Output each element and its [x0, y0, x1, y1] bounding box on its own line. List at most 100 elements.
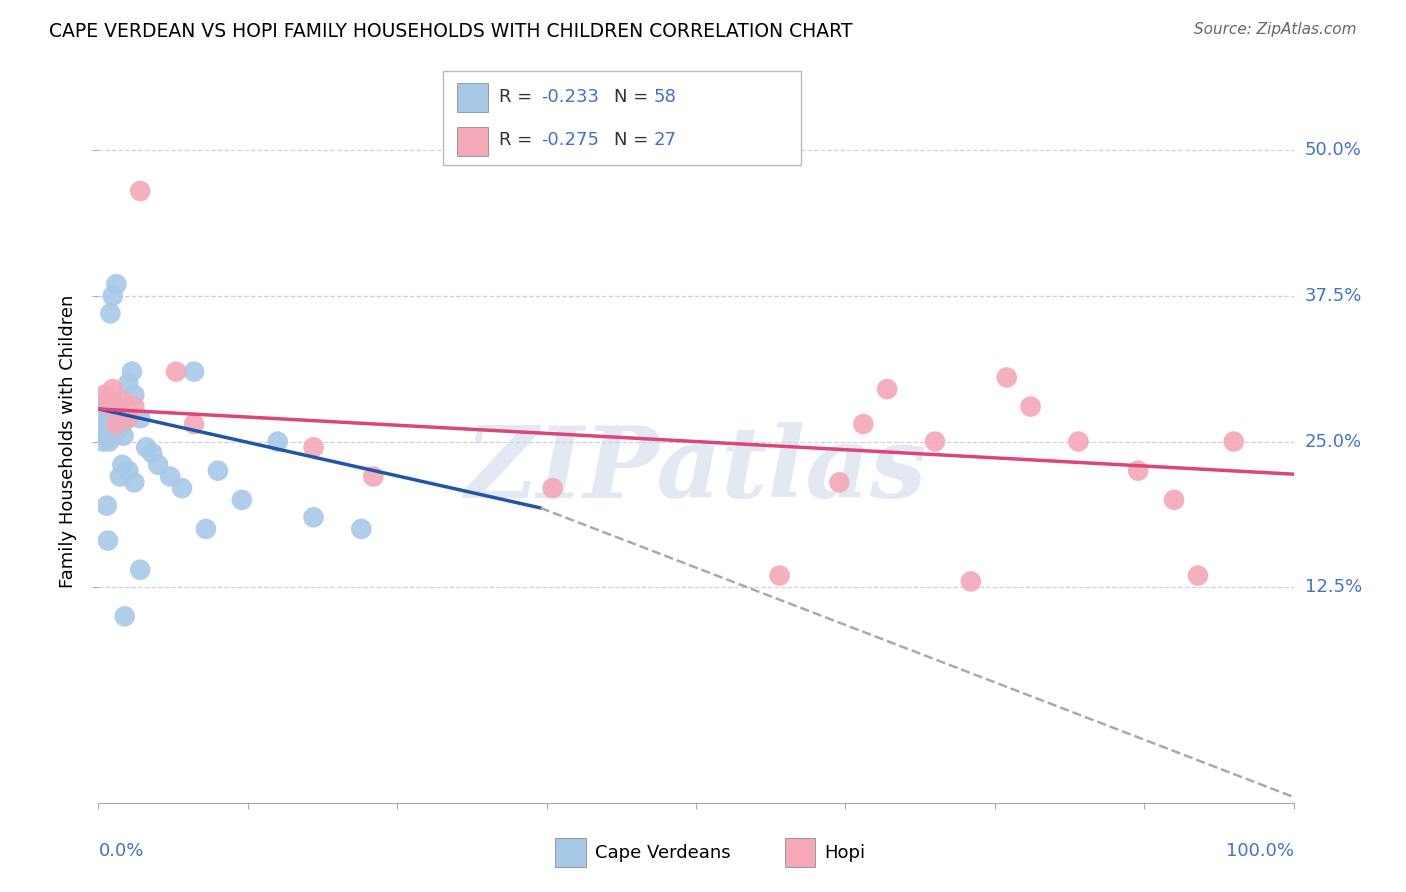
Point [94, 400, 117, 414]
Point [129, 563, 152, 577]
Point [207, 464, 229, 478]
Point [995, 370, 1018, 384]
Point [195, 522, 218, 536]
Point [1223, 434, 1246, 449]
Point [117, 464, 139, 478]
Point [98, 400, 122, 414]
Point [101, 382, 124, 396]
Point [105, 277, 128, 292]
Point [112, 428, 135, 442]
Text: -0.233: -0.233 [541, 87, 599, 105]
Point [302, 441, 325, 455]
Point [98, 423, 122, 437]
Text: 37.5%: 37.5% [1305, 287, 1362, 305]
Point [97, 411, 120, 425]
Point [98, 417, 121, 431]
Text: CAPE VERDEAN VS HOPI FAMILY HOUSEHOLDS WITH CHILDREN CORRELATION CHART: CAPE VERDEAN VS HOPI FAMILY HOUSEHOLDS W… [49, 22, 852, 41]
Point [93, 388, 115, 402]
Point [183, 365, 205, 379]
Point [1067, 434, 1090, 449]
Point [111, 417, 134, 431]
Point [96, 499, 118, 513]
Point [93, 417, 115, 431]
Point [117, 376, 139, 391]
Point [141, 446, 163, 460]
Point [98, 434, 121, 449]
Text: 58: 58 [654, 87, 676, 105]
Text: N =: N = [614, 87, 654, 105]
Point [876, 382, 898, 396]
Text: 12.5%: 12.5% [1305, 578, 1362, 596]
Point [768, 568, 790, 582]
Point [960, 574, 983, 589]
Text: Source: ZipAtlas.com: Source: ZipAtlas.com [1194, 22, 1357, 37]
Point [231, 492, 253, 507]
Point [97, 533, 120, 548]
Point [111, 393, 134, 408]
Point [91, 411, 114, 425]
Point [124, 475, 146, 490]
Point [100, 411, 122, 425]
Point [129, 411, 152, 425]
Point [135, 441, 157, 455]
Point [541, 481, 564, 495]
Point [94, 428, 117, 442]
Text: N =: N = [614, 131, 654, 149]
Point [97, 393, 120, 408]
Point [114, 411, 136, 425]
Point [96, 405, 118, 419]
Point [302, 510, 325, 524]
Point [91, 434, 114, 449]
Text: 50.0%: 50.0% [1305, 141, 1361, 159]
Point [111, 458, 134, 472]
Point [104, 417, 127, 431]
Point [1128, 464, 1150, 478]
Point [117, 411, 139, 425]
Point [104, 400, 127, 414]
Text: 25.0%: 25.0% [1305, 433, 1362, 450]
Point [124, 388, 146, 402]
Point [1187, 568, 1209, 582]
Point [107, 411, 129, 425]
Point [105, 411, 128, 425]
Point [1163, 492, 1185, 507]
Point [363, 469, 385, 483]
Point [107, 400, 129, 414]
Text: ZIPatlas: ZIPatlas [465, 422, 927, 518]
Point [108, 405, 131, 419]
Point [96, 423, 118, 437]
Point [103, 411, 125, 425]
Point [103, 428, 125, 442]
Point [267, 434, 290, 449]
Point [114, 609, 136, 624]
Y-axis label: Family Households with Children: Family Households with Children [59, 295, 77, 588]
Text: Cape Verdeans: Cape Verdeans [595, 844, 730, 862]
Point [107, 423, 129, 437]
Point [110, 405, 132, 419]
Point [183, 417, 205, 431]
Point [101, 405, 124, 419]
Point [165, 365, 187, 379]
Point [108, 469, 131, 483]
Point [852, 417, 875, 431]
Point [98, 405, 122, 419]
Point [148, 458, 170, 472]
Point [100, 400, 122, 414]
Point [98, 306, 122, 320]
Text: 100.0%: 100.0% [1226, 842, 1294, 860]
Text: R =: R = [499, 131, 538, 149]
Point [101, 417, 124, 431]
Text: 0.0%: 0.0% [98, 842, 143, 860]
Point [159, 469, 181, 483]
Point [129, 184, 152, 198]
Point [350, 522, 373, 536]
Point [1019, 400, 1042, 414]
Point [101, 289, 124, 303]
Point [121, 365, 143, 379]
Point [828, 475, 851, 490]
Point [924, 434, 946, 449]
Point [124, 400, 146, 414]
Point [108, 417, 131, 431]
Point [172, 481, 194, 495]
Text: Hopi: Hopi [824, 844, 865, 862]
